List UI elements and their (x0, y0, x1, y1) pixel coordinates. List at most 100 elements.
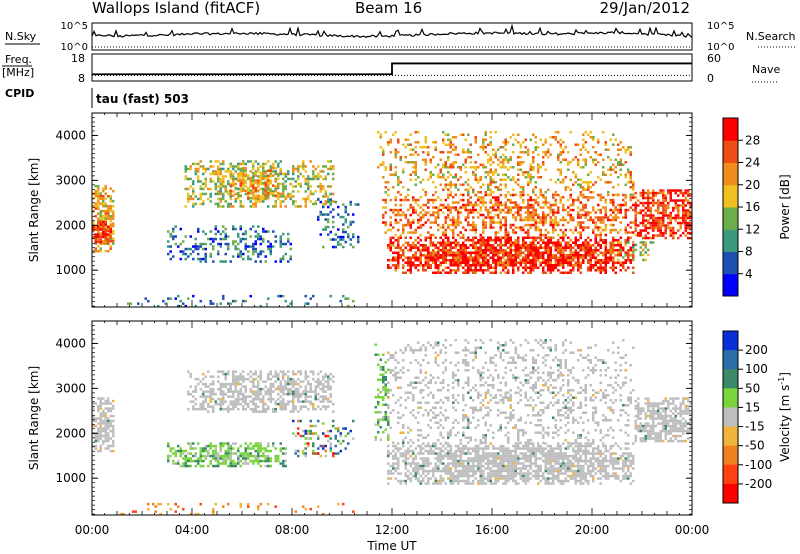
scatter-cell (539, 246, 542, 249)
scatter-cell (474, 173, 477, 176)
scatter-cell (554, 228, 557, 232)
scatter-cell (272, 191, 275, 195)
scatter-cell (529, 178, 532, 181)
scatter-cell (587, 269, 590, 272)
scatter-cell (494, 254, 497, 257)
scatter-cell (502, 166, 505, 169)
scatter-cell (109, 444, 112, 448)
scatter-cell (617, 183, 620, 186)
scatter-cell (502, 216, 505, 219)
scatter-cell (612, 246, 615, 249)
scatter-cell (247, 454, 250, 458)
scatter-cell (292, 172, 295, 176)
scatter-cell (464, 271, 467, 274)
scatter-cell (209, 400, 212, 403)
scatter-cell (644, 243, 647, 247)
scatter-cell (292, 397, 295, 401)
scatter-cell (524, 138, 527, 141)
scatter-cell (414, 264, 417, 267)
scatter-cell (432, 173, 435, 176)
scatter-cell (227, 457, 230, 460)
scatter-cell (529, 181, 532, 184)
scatter-cell (239, 240, 242, 243)
scatter-cell (682, 219, 685, 222)
scatter-cell (212, 237, 215, 241)
scatter-cell (649, 209, 652, 212)
scatter-cell (394, 266, 397, 269)
scatter-cell (464, 256, 467, 259)
scatter-cell (194, 452, 197, 455)
scatter-cell (499, 226, 502, 229)
scatter-cell (419, 146, 422, 149)
scatter-cell (479, 261, 482, 264)
scatter-cell (97, 189, 100, 193)
scatter-cell (614, 254, 617, 257)
scatter-cell (197, 170, 200, 173)
scatter-cell (219, 172, 222, 176)
scatter-cell (604, 269, 607, 272)
scatter-cell (97, 437, 100, 440)
scatter-cell (284, 405, 287, 408)
scatter-cell (529, 206, 532, 209)
scatter-cell (257, 390, 260, 393)
scatter-cell (562, 264, 565, 267)
scatter-cell (627, 251, 630, 254)
scatter-cell (582, 228, 585, 232)
scatter-cell (424, 136, 427, 139)
scatter-cell (467, 223, 470, 227)
scatter-cell (229, 202, 232, 206)
scatter-cell (444, 216, 447, 219)
scatter-cell (489, 239, 492, 242)
scatter-cell (432, 156, 435, 159)
scatter-cell (102, 434, 105, 438)
scatter-cell (669, 189, 672, 192)
scatter-cell (287, 240, 290, 243)
scatter-cell (429, 254, 432, 257)
scatter-cell (212, 390, 215, 393)
scatter-cell (457, 218, 460, 222)
scatter-cell (389, 221, 392, 224)
scatter-cell (584, 256, 587, 259)
scatter-cell (482, 141, 485, 144)
scatter-cell (482, 256, 485, 259)
scatter-cell (447, 156, 450, 159)
scatter-cell (339, 238, 342, 241)
scatter-cell (609, 173, 612, 176)
scatter-cell (224, 237, 227, 241)
scatter-cell (204, 447, 207, 450)
scatter-cell (454, 208, 457, 212)
scatter-cell (644, 206, 647, 210)
scatter-cell (227, 410, 230, 413)
scatter-cell (234, 200, 237, 203)
scatter-cell (217, 160, 220, 163)
scatter-cell (242, 395, 245, 398)
scatter-cell (107, 225, 110, 229)
scatter-cell (112, 444, 115, 448)
scatter-cell (234, 400, 237, 403)
scatter-cell (254, 390, 257, 393)
scatter-cell (504, 143, 507, 146)
scatter-cell (244, 185, 247, 188)
scatter-cell (482, 223, 485, 227)
scatter-cell (687, 211, 690, 215)
scatter-cell (437, 211, 440, 214)
scatter-cell (572, 171, 575, 174)
scatter-cell (562, 249, 565, 252)
scatter-cell (459, 249, 462, 252)
scatter-cell (662, 211, 665, 215)
scatter-cell (469, 239, 472, 242)
scatter-cell (629, 198, 632, 202)
scatter-cell (547, 266, 550, 269)
scatter-cell (649, 201, 652, 205)
scatter-cell (219, 197, 222, 201)
scatter-cell (684, 204, 687, 207)
scatter-cell (419, 233, 422, 237)
scatter-cell (102, 429, 105, 433)
scatter-cell (304, 400, 307, 403)
scatter-cell (97, 397, 100, 400)
scatter-cell (192, 250, 195, 253)
scatter-cell (204, 454, 207, 458)
scatter-cell (662, 216, 665, 220)
scatter-cell (669, 231, 672, 235)
scatter-cell (239, 454, 242, 458)
